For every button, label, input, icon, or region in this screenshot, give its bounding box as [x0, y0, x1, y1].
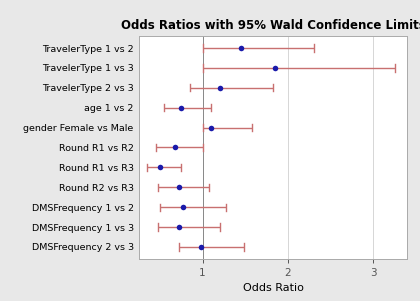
X-axis label: Odds Ratio: Odds Ratio	[243, 284, 303, 293]
Title: Odds Ratios with 95% Wald Confidence Limits: Odds Ratios with 95% Wald Confidence Lim…	[121, 19, 420, 32]
